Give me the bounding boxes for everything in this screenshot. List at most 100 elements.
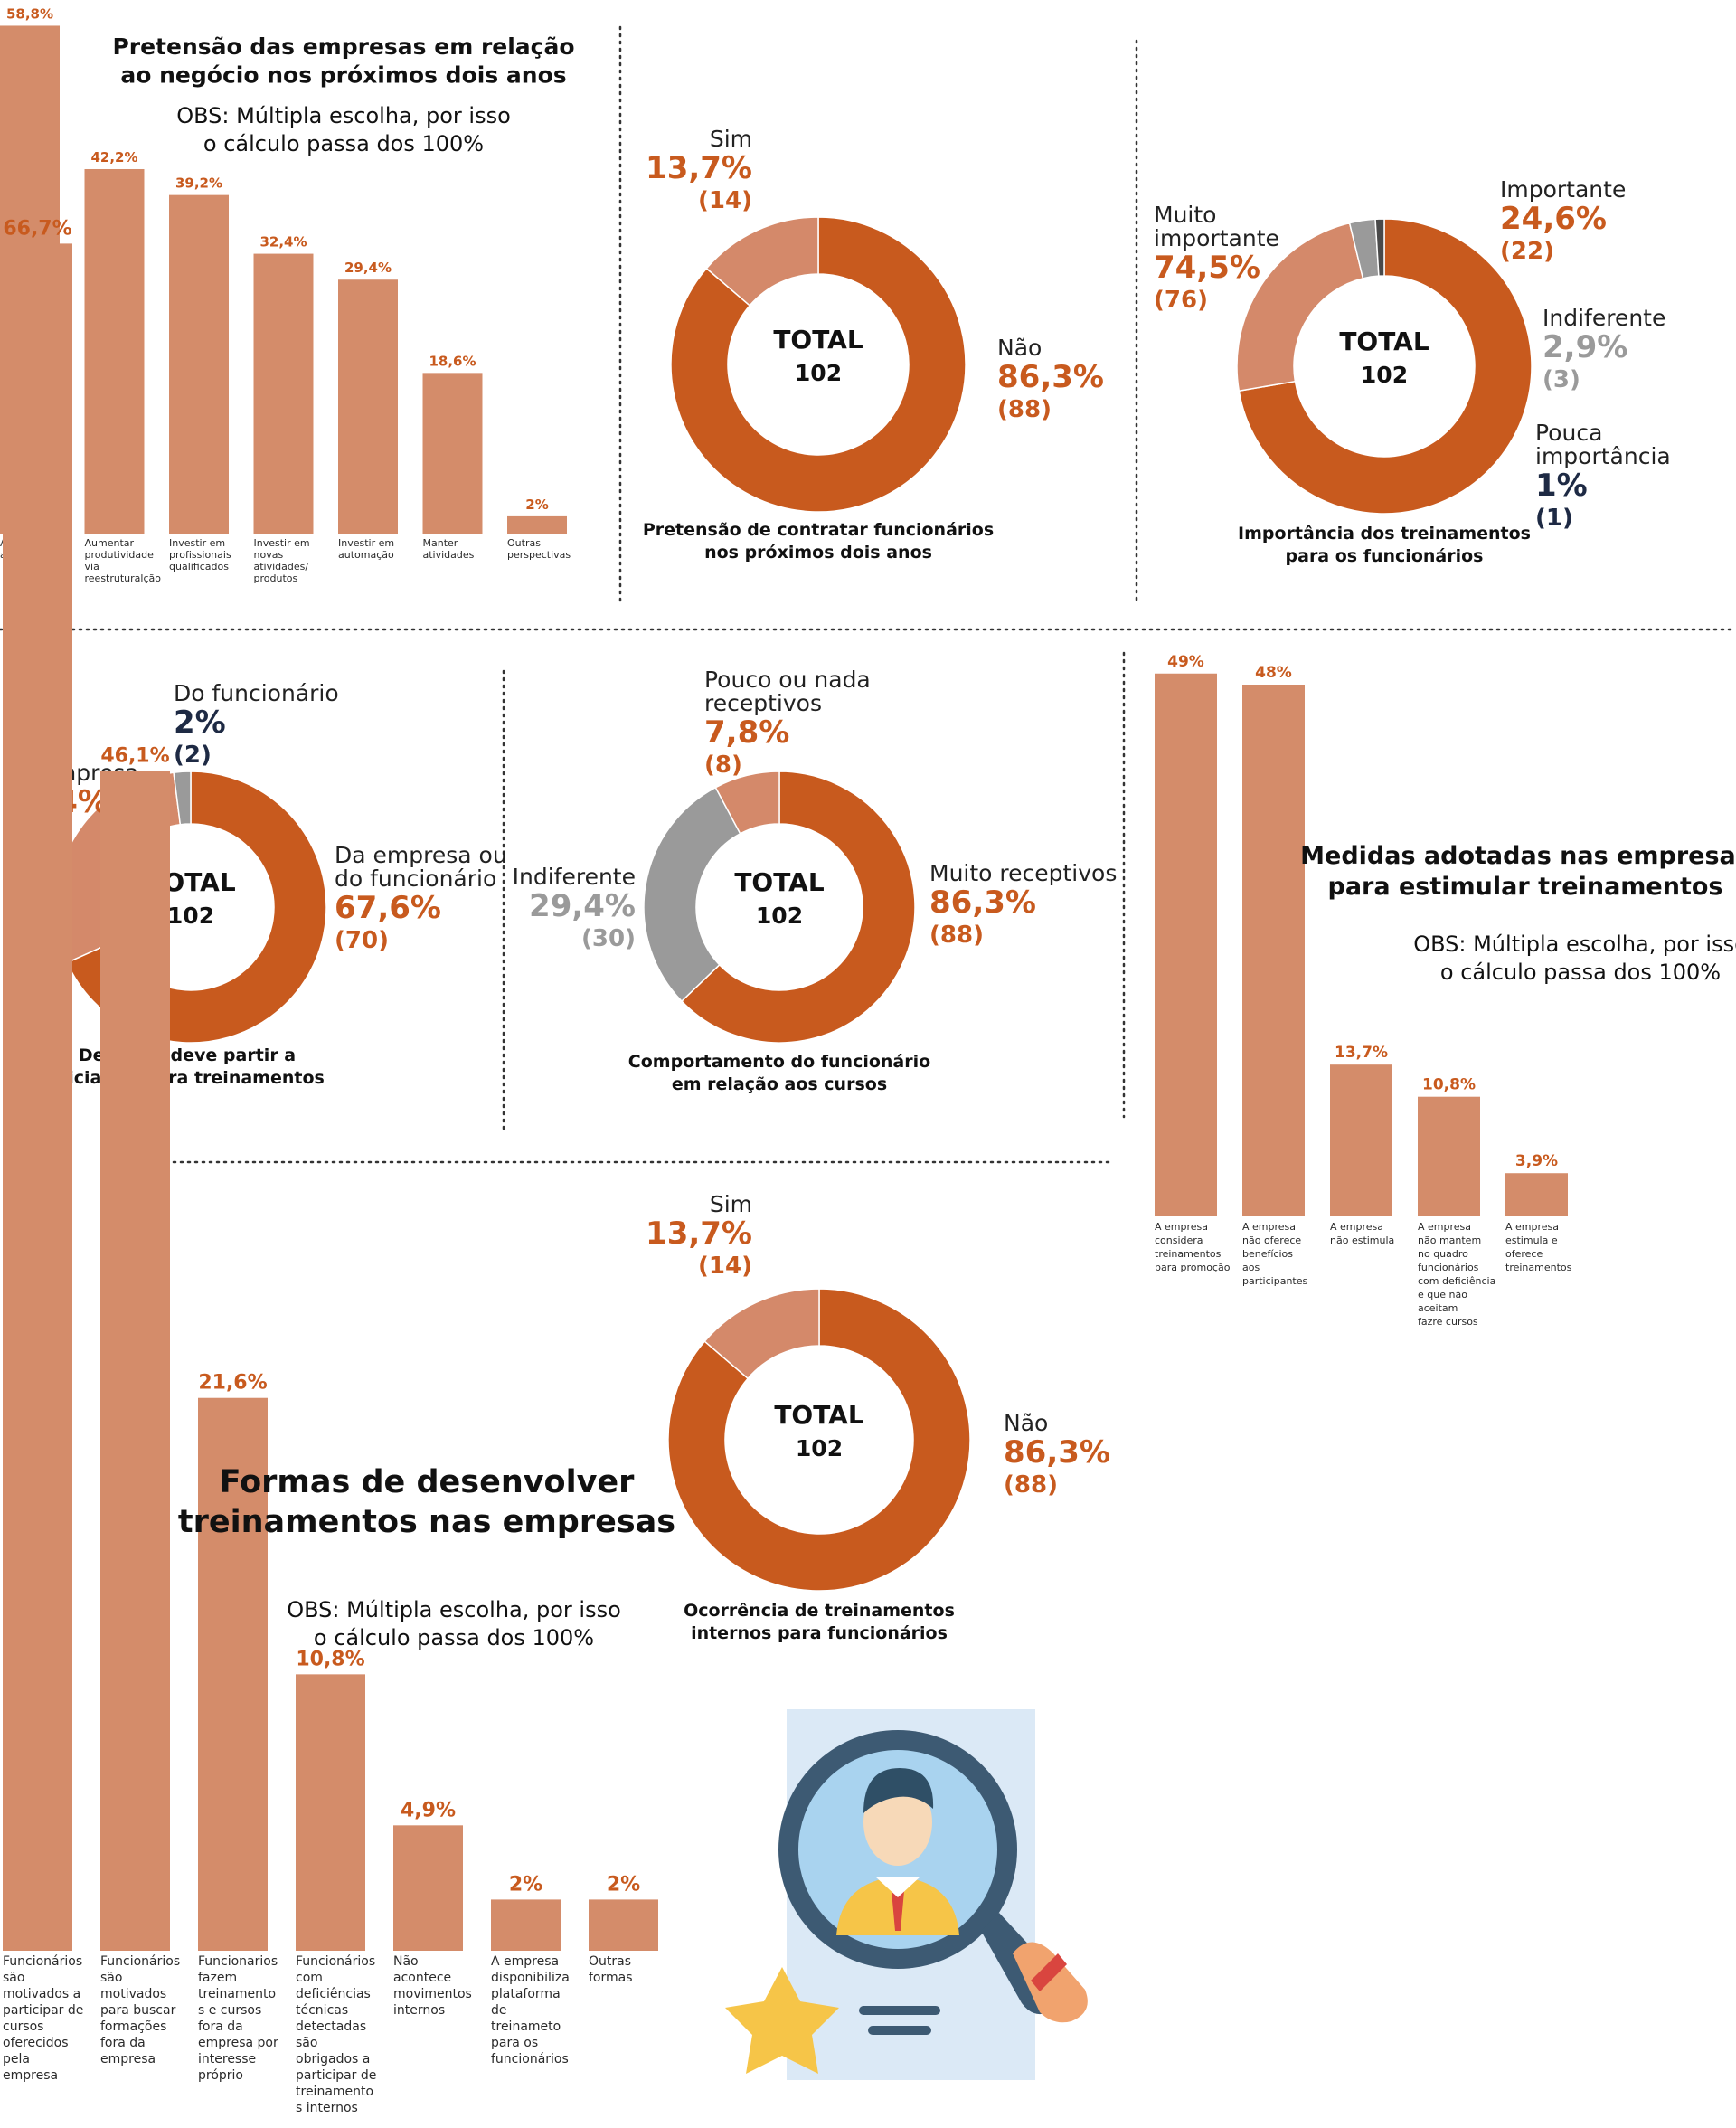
- bar-value-label: 10,8%: [296, 1648, 364, 1670]
- donut-center-total-label: TOTAL: [1339, 326, 1429, 356]
- slice-percent-label: 1%: [1535, 468, 1588, 504]
- bar-value-label: 2%: [607, 1873, 640, 1896]
- bar-chart-bar3: 66,7% Funcionários são motivados a participa…: [3, 217, 675, 2115]
- donut-center-total-value: 102: [796, 1435, 843, 1461]
- bar: [1155, 673, 1217, 1216]
- bar-category-label: Outras perspectivas: [507, 537, 571, 561]
- slice-percent-label: 86,3%: [1004, 1434, 1110, 1471]
- slice-percent-label: 2,9%: [1543, 329, 1628, 365]
- slice-name-label: Não: [997, 335, 1042, 361]
- donut-center-total-value: 102: [756, 903, 803, 929]
- slice-name-label: Pouco ou nada receptivos: [704, 667, 871, 716]
- bar-value-label: 58,8%: [6, 5, 53, 22]
- slice-count-label: (30): [581, 925, 636, 952]
- bar: [589, 1899, 658, 1951]
- donut-chart-donut1: TOTAL 102 Pretensão de contratar funcionár…: [643, 126, 1104, 563]
- bar-category-label: A empresa não mantem no quadro funcionários…: [1418, 1221, 1495, 1328]
- donut-chart-donut5: TOTAL 102 Ocorrência de treinamentos intern…: [646, 1191, 1110, 1643]
- slice-count-label: (22): [1500, 238, 1554, 265]
- slice-count-label: (76): [1154, 287, 1208, 314]
- bar-value-label: 48%: [1255, 664, 1292, 682]
- bar: [338, 279, 398, 534]
- bar-category-label: Aumentar produtividade via reestruturalção: [85, 537, 162, 584]
- slice-count-label: (88): [929, 922, 984, 949]
- bar-chart-bar2: 49% A empresa considera treinamentos para pr…: [1155, 653, 1736, 1328]
- slice-name-label: Não: [1004, 1410, 1048, 1436]
- slice-name-label: Importante: [1500, 176, 1626, 203]
- bar: [3, 243, 72, 1951]
- donut-caption: Importância dos treinamentos para os func…: [1238, 524, 1531, 566]
- donut-center-total-value: 102: [795, 360, 842, 386]
- slice-percent-label: 13,7%: [646, 1215, 752, 1252]
- bar-value-label: 2%: [509, 1873, 542, 1896]
- slice-count-label: (14): [698, 1253, 752, 1280]
- bar: [1505, 1173, 1568, 1216]
- slice-count-label: (8): [704, 752, 742, 779]
- donut-slice: [705, 216, 819, 307]
- donut-slice: [173, 771, 192, 826]
- bar-value-label: 10,8%: [1422, 1076, 1476, 1094]
- slice-percent-label: 86,3%: [997, 359, 1104, 395]
- magnifier-grip-band: [1031, 1953, 1067, 1991]
- donut-center-total-label: TOTAL: [734, 867, 824, 897]
- star-icon: [725, 1967, 839, 2074]
- slice-name-label: Muito receptivos: [929, 860, 1117, 886]
- bar-value-label: 29,4%: [344, 260, 392, 276]
- donut-center-total-label: TOTAL: [773, 325, 863, 355]
- slice-percent-label: 86,3%: [929, 884, 1036, 921]
- bar-value-label: 2%: [525, 497, 548, 513]
- donut-slice: [667, 1288, 971, 1592]
- person-collar: [875, 1877, 920, 1897]
- recruitment-illustration: [725, 1709, 1088, 2080]
- bar: [393, 1825, 463, 1951]
- donut-center-total-label: TOTAL: [774, 1400, 863, 1430]
- bar-category-label: Funcionários são motivados para buscar forma…: [100, 1954, 180, 2067]
- bar-category-label: Não acontece movimentos internos: [393, 1954, 472, 2018]
- bar-value-label: 13,7%: [1335, 1044, 1388, 1062]
- bar: [1418, 1096, 1480, 1216]
- bar: [1242, 685, 1305, 1216]
- donut-chart-donut4: TOTAL 102 Comportamento do funcionário em r…: [513, 667, 1118, 1094]
- bar-value-label: 39,2%: [175, 175, 222, 192]
- bar: [491, 1899, 561, 1951]
- donut-caption: De quem deve partir a iniciativa para tre…: [50, 1045, 325, 1088]
- slice-count-label: (2): [174, 742, 212, 769]
- bar-category-label: Funcionários com deficiências técnicas detec…: [296, 1954, 376, 2115]
- donut-slice: [670, 216, 967, 513]
- donut-caption: Pretensão de contratar funcionários nos p…: [643, 520, 994, 563]
- bar-category-label: Investir em automação: [338, 537, 394, 561]
- donut-slice: [703, 1288, 820, 1380]
- bar: [296, 1674, 365, 1951]
- bar-category-label: Funcionarios fazem treinamento s e cursos fo…: [198, 1954, 278, 2083]
- slice-name-label: Indiferente: [513, 864, 636, 890]
- chart-title: Medidas adotadas nas empresas para estimu…: [1300, 842, 1736, 901]
- bar-category-label: Manter atividades: [423, 537, 475, 561]
- bar-category-label: A empresa não estimula: [1330, 1221, 1394, 1246]
- slice-name-label: Sim: [710, 1191, 752, 1217]
- bar-value-label: 66,7%: [3, 217, 71, 240]
- bar-category-label: Investir em novas atividades/produtos: [254, 537, 310, 584]
- chart-note: OBS: Múltipla escolha, por isso o cálculo…: [1413, 932, 1736, 985]
- chart-title: Formas de desenvolver treinamentos nas em…: [178, 1464, 675, 1540]
- bar-category-label: Outras formas: [589, 1954, 633, 1985]
- bar: [84, 168, 145, 534]
- bar: [253, 253, 314, 534]
- bar: [100, 771, 170, 1951]
- bar-category-label: A empresa considera treinamentos para promo…: [1155, 1221, 1231, 1273]
- donut-slice: [714, 771, 780, 835]
- donut-slice: [1374, 218, 1385, 277]
- bar: [422, 373, 483, 534]
- bar-category-label: Investir em profissionais qualificados: [169, 537, 231, 572]
- bar: [507, 515, 567, 534]
- slice-percent-label: 74,5%: [1154, 250, 1260, 286]
- slice-name-label: Muito importante: [1154, 202, 1279, 251]
- chart-note: OBS: Múltipla escolha, por isso o cálculo…: [176, 103, 511, 156]
- bar-value-label: 49%: [1167, 653, 1204, 671]
- bar-value-label: 21,6%: [198, 1372, 267, 1395]
- slice-percent-label: 67,6%: [335, 890, 441, 926]
- bar-category-label: A empresa não oferece benefícios aos partici…: [1242, 1221, 1307, 1287]
- slice-name-label: Sim: [710, 126, 752, 152]
- chart-title: Pretensão das empresas em relação ao negó…: [112, 33, 574, 88]
- card-text-line: [859, 2006, 940, 2015]
